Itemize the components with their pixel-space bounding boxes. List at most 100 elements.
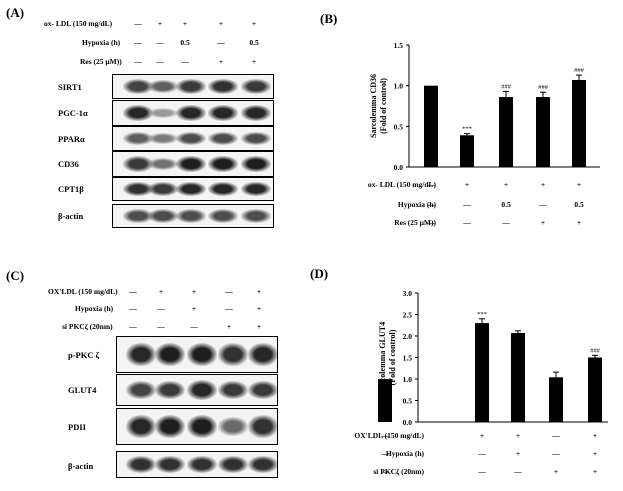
blot-band [176,105,206,121]
blot-label-pdii: PDII [68,422,86,432]
condition-value: + [593,431,597,440]
condition-label: si PKCζ (20nm) [373,467,424,476]
condition-value: — [380,431,389,440]
blot-band [155,342,185,367]
blot-band [248,342,277,367]
condition-value: + [251,19,257,28]
panel-b-label: (B) [320,11,338,26]
blot-band [176,79,206,94]
blot-band [126,456,156,473]
condition-value: — [380,467,389,476]
condition-value: + [191,287,197,296]
condition-label: OX'LDL (150 mg/dL) [48,287,118,296]
panel-c-label: (C) [6,268,25,283]
y-axis-label: Sarcolemma CD36 [369,74,378,138]
blot-band [148,80,178,93]
condition-value: — [501,218,510,227]
condition-label: Hypoxia (h) [75,304,114,313]
blot-label-cpt1b: CPT1β [58,184,84,194]
blot-image [112,74,274,99]
significance-label: ### [574,67,585,74]
bar [460,135,474,167]
blot-label-beta-actin: β-actin [68,461,94,471]
blot-band [241,155,271,173]
blot-band [208,155,238,173]
condition-label: ox- LDL (150 mg/dL) [44,19,113,28]
blot-band [123,209,153,223]
blot-band [148,132,178,145]
condition-value: — [129,304,137,313]
bar [475,323,489,422]
blot-label-ppara: PPARα [58,134,85,144]
condition-value: — [538,200,547,209]
y-tick-label: 1.5 [403,354,413,363]
bar [511,332,525,422]
condition-value: — [462,218,471,227]
blot-band [126,414,156,439]
significance-label: *** [462,126,472,133]
blot-image [116,374,278,406]
blot-band [208,181,238,197]
blot-band [241,181,271,197]
y-tick-label: 0.0 [403,418,413,427]
condition-label: si PKCζ (20nm) [62,322,113,331]
y-tick-label: 1.5 [394,41,404,50]
condition-value: + [504,180,508,189]
condition-value: — [156,38,164,47]
condition-value: — [181,57,189,66]
blot-band [248,415,277,438]
condition-label: Hypoxia (h) [398,200,437,209]
condition-value: 0.5 [501,200,511,209]
condition-value: + [465,180,469,189]
bar [378,379,392,422]
blot-band [248,380,277,400]
panel-a-label: (A) [6,5,25,20]
y-tick-label: 0.5 [403,397,413,406]
condition-value: — [157,322,165,331]
condition-value: — [134,19,142,28]
blot-band [187,456,217,473]
condition-value: 0.5 [249,38,259,47]
condition-value: 0.5 [180,38,190,47]
blot-band [126,380,156,400]
y-tick-label: 2.0 [403,332,413,341]
y-tick-label: 3.0 [403,289,413,298]
blot-band [148,182,178,196]
condition-label: ox- LDL (150 mg/dL) [368,180,437,189]
condition-value: — [190,322,198,331]
significance-label: ### [538,84,549,91]
y-tick-label: 2.5 [403,311,413,320]
condition-value: 0.5 [574,200,584,209]
blot-band [123,105,153,121]
significance-label: ### [501,83,512,90]
condition-value: — [134,38,142,47]
condition-value: — [380,449,389,458]
condition-value: + [256,304,262,313]
blot-band [123,132,153,145]
condition-value: — [156,57,164,66]
condition-value: — [462,200,471,209]
blot-image [116,408,278,445]
bar [588,357,602,422]
y-tick-label: 1.0 [403,375,413,384]
blot-band [241,79,271,94]
blot-image [116,451,278,478]
blot-image [112,100,274,126]
condition-value: + [480,431,484,440]
blot-image [112,204,274,228]
condition-value: + [541,218,545,227]
chart-d: 0.0 0.5 1.0 1.5 2.0 2.5 3.0 Sarcolemma GLUT4 (Fo… [354,289,608,476]
condition-label: Res (25 μM)) [80,57,122,66]
significance-label: ### [590,347,601,354]
chart-b: 0.0 0.5 1.0 1.5 Sarcolemma CD36 (Fold of cont… [368,41,600,227]
condition-label: OX'LDL (150 mg/dL) [354,431,424,440]
bar [549,377,563,422]
y-axis-label: (Fold of control) [379,78,388,134]
blot-label-beta-actin: β-actin [58,211,84,221]
bar [572,79,586,167]
blot-band [208,79,238,94]
blot-band [187,414,217,439]
condition-value: — [426,218,435,227]
condition-value: + [554,467,558,476]
condition-value: + [593,449,597,458]
